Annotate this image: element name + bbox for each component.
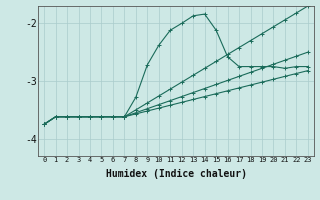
X-axis label: Humidex (Indice chaleur): Humidex (Indice chaleur) (106, 169, 246, 179)
